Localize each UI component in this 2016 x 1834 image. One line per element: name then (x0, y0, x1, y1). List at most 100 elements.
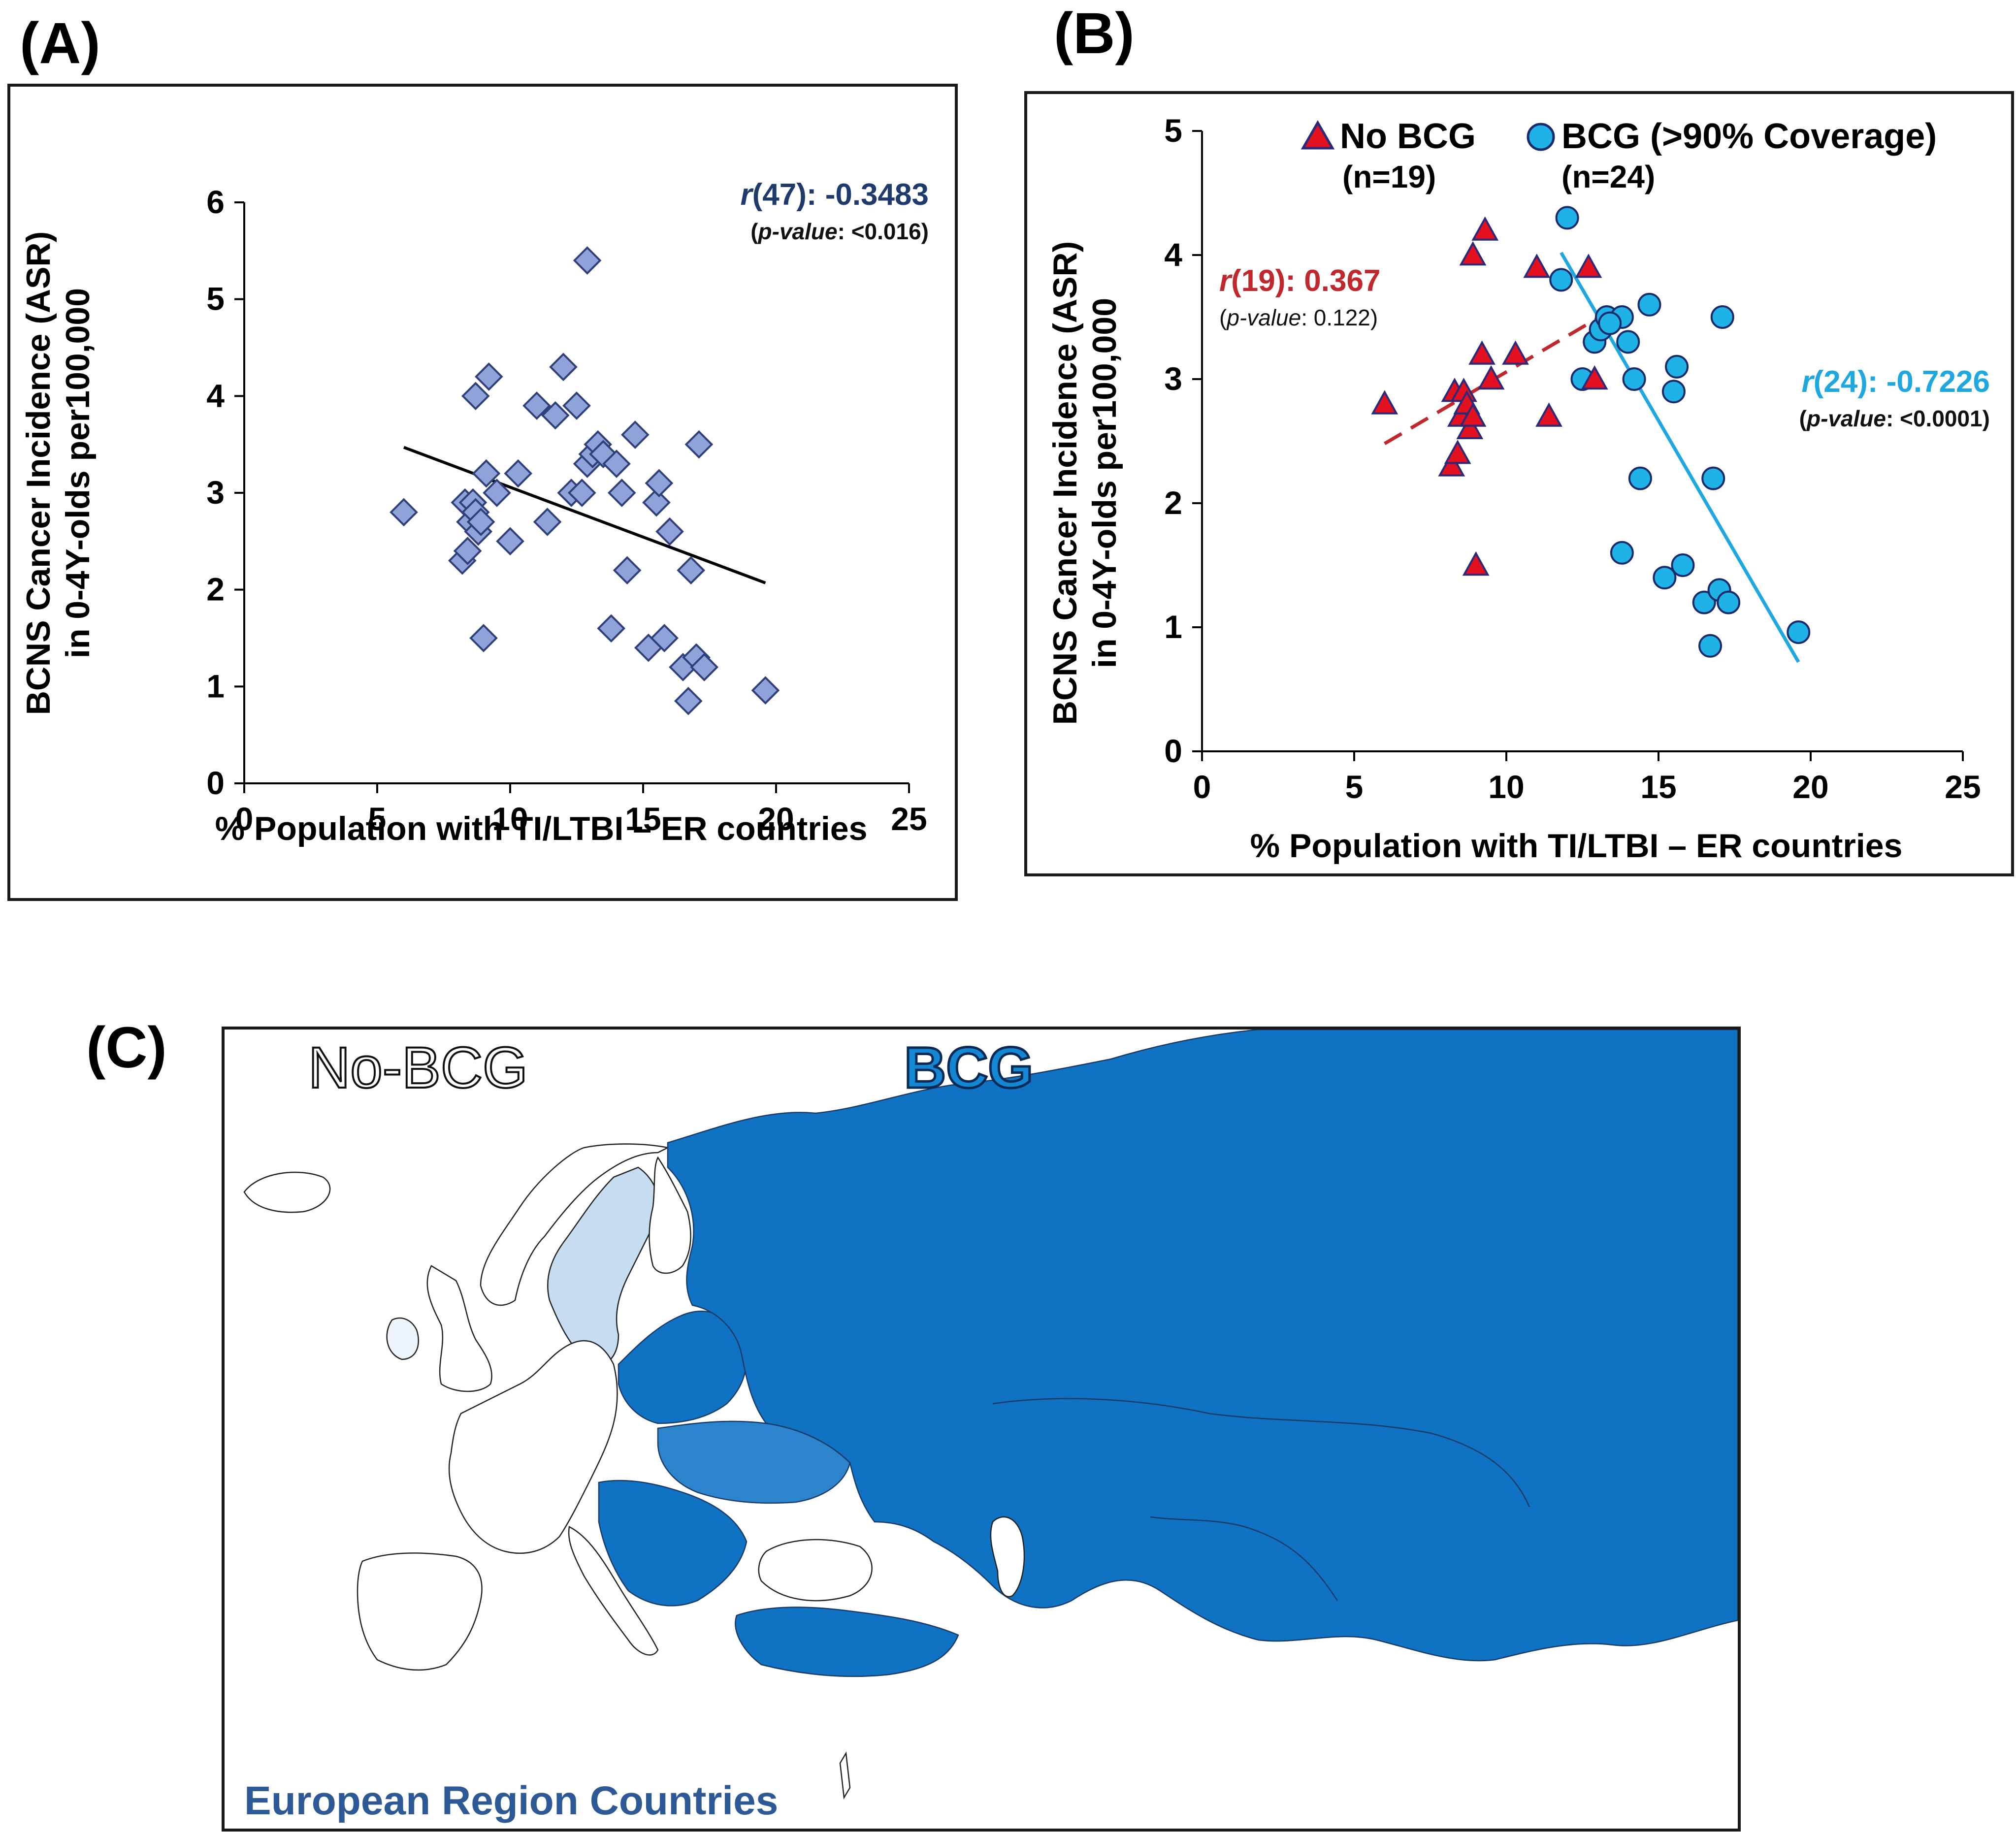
map-central-asia-border (992, 1398, 1530, 1601)
y-tick-label: 1 (1164, 609, 1182, 645)
map-iceland (243, 1171, 331, 1213)
x-tick-label: 10 (492, 801, 528, 837)
data-point-triangle (1575, 254, 1602, 278)
data-point-circle (1598, 311, 1622, 335)
chart-a-r-annotation: r(47): -0.3483 (740, 178, 929, 212)
data-point-circle (1610, 541, 1634, 565)
x-tick-label: 5 (368, 801, 387, 837)
data-point-triangle (1468, 340, 1496, 365)
y-tick-label: 0 (1164, 733, 1182, 769)
data-point-diamond (549, 353, 578, 382)
legend-triangle-marker (1301, 120, 1335, 150)
map-ukraine (657, 1420, 851, 1504)
panel-c-label: (C) (86, 1015, 167, 1080)
legend-circle-marker (1527, 123, 1555, 151)
map-turkey (735, 1607, 959, 1677)
chart-b-nobcg-p: (p-value: 0.122) (1219, 305, 1378, 330)
data-point-triangle (1444, 440, 1471, 464)
data-point-triangle (1459, 402, 1487, 427)
data-point-diamond (541, 401, 570, 430)
panel-b-frame: 0 5 10 15 20 25 0 1 2 3 4 5 BCNS Cancer Incidence (… (1024, 91, 2014, 876)
y-tick-label: 3 (206, 474, 225, 511)
map-iberia (357, 1552, 483, 1671)
data-point-diamond (684, 430, 714, 459)
chart-b-bcg-p: (p-value: <0.0001) (1799, 406, 1990, 431)
legend-bcg-n: (n=24) (1561, 159, 1655, 194)
data-point-diamond (461, 382, 490, 411)
data-point-circle (1616, 330, 1640, 354)
x-tick-label: 25 (891, 801, 927, 837)
y-tick-label: 4 (1164, 236, 1182, 273)
y-tick-label: 4 (206, 377, 225, 414)
chart-b-ylabel-line2: in 0-4Y-olds per100,000 (1086, 298, 1123, 668)
data-point-circle (1628, 466, 1652, 490)
data-point-circle (1653, 566, 1677, 590)
panel-b-label: (B) (1054, 1, 1135, 66)
data-point-diamond (469, 624, 498, 652)
data-point-diamond (597, 614, 626, 643)
x-tick-label: 15 (1640, 769, 1676, 805)
data-point-diamond (655, 517, 684, 546)
y-tick-label: 1 (206, 668, 225, 704)
map-israel (839, 1751, 851, 1800)
data-point-diamond (690, 653, 719, 681)
map-russia (667, 1030, 1738, 1662)
y-tick-label: 2 (1164, 484, 1182, 521)
y-tick-label: 5 (206, 281, 225, 317)
data-point-diamond (642, 488, 671, 517)
data-point-triangle (1477, 365, 1505, 390)
map-finland (649, 1156, 691, 1274)
y-tick-label: 2 (206, 571, 225, 608)
data-point-circle (1692, 590, 1716, 614)
panel-a-frame: 0 5 10 15 20 25 0 1 2 3 4 5 6 BCNS Cancer Incidence … (7, 84, 958, 901)
map-ireland (386, 1317, 419, 1360)
data-point-circle (1637, 292, 1661, 317)
data-point-diamond (483, 479, 511, 507)
data-point-circle (1549, 268, 1573, 292)
data-point-diamond (562, 391, 591, 420)
data-point-circle (1701, 466, 1725, 490)
data-point-diamond (645, 469, 674, 498)
chart-b-xlabel: % Population with TI/LTBI – ER countries (1250, 827, 1903, 865)
data-point-circle (1661, 380, 1686, 404)
data-point-circle (1717, 590, 1741, 614)
x-tick-label: 0 (1193, 769, 1211, 805)
map-uk (426, 1265, 492, 1392)
data-point-diamond (533, 508, 562, 536)
data-point-diamond (613, 556, 642, 585)
x-tick-label: 20 (1792, 769, 1828, 805)
chart-b: 0 5 10 15 20 25 0 1 2 3 4 5 BCNS Cancer Incidence (… (1046, 112, 1990, 865)
x-tick-label: 5 (1345, 769, 1364, 805)
data-point-triangle (1459, 241, 1487, 266)
map-baltics-poland (618, 1311, 748, 1424)
y-tick-label: 6 (206, 184, 225, 220)
map-norway (480, 1143, 670, 1306)
data-point-circle (1671, 553, 1695, 577)
data-point-diamond (390, 498, 418, 527)
data-point-diamond (567, 479, 596, 507)
panel-a-label: (A) (20, 11, 100, 76)
x-tick-label: 20 (758, 801, 794, 837)
chart-a-p-italic: p-value (757, 219, 838, 244)
chart-a-r-rest: (47): -0.3483 (752, 178, 929, 212)
data-point-diamond (650, 624, 679, 652)
data-point-circle (1622, 367, 1646, 391)
data-point-triangle (1438, 452, 1465, 477)
x-tick-label: 25 (1945, 769, 1981, 805)
chart-a-p-annotation: (p-value: <0.016) (750, 219, 929, 244)
data-point-diamond (474, 362, 503, 391)
data-point-circle (1698, 634, 1723, 658)
chart-b-legend: No BCG (n=19) BCG (>90% Coverage) (n=24) (1301, 117, 1937, 194)
chart-b-ylabel-line1: BCNS Cancer Incidence (ASR) (1046, 241, 1084, 725)
data-point-circle (1710, 305, 1734, 329)
trendline-a (403, 446, 766, 584)
legend-nobcg-n: (n=19) (1342, 159, 1436, 194)
panel-c-frame: No-BCG BCG European Region Countries (222, 1027, 1741, 1832)
data-point-triangle (1371, 390, 1398, 415)
data-point-circle (1787, 620, 1811, 644)
chart-a-ylabel-line1: BCNS Cancer Incidence (ASR) (20, 231, 57, 715)
data-point-diamond (607, 479, 636, 507)
map-italy (568, 1526, 659, 1656)
chart-a-xlabel: % Population with TI/LTBI – ER countries (215, 810, 868, 847)
data-point-triangle (1462, 551, 1490, 576)
